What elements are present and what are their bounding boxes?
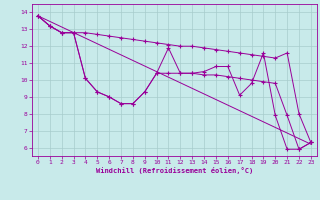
X-axis label: Windchill (Refroidissement éolien,°C): Windchill (Refroidissement éolien,°C) <box>96 167 253 174</box>
